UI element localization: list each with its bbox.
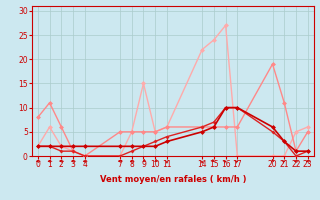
X-axis label: Vent moyen/en rafales ( km/h ): Vent moyen/en rafales ( km/h ) [100, 175, 246, 184]
